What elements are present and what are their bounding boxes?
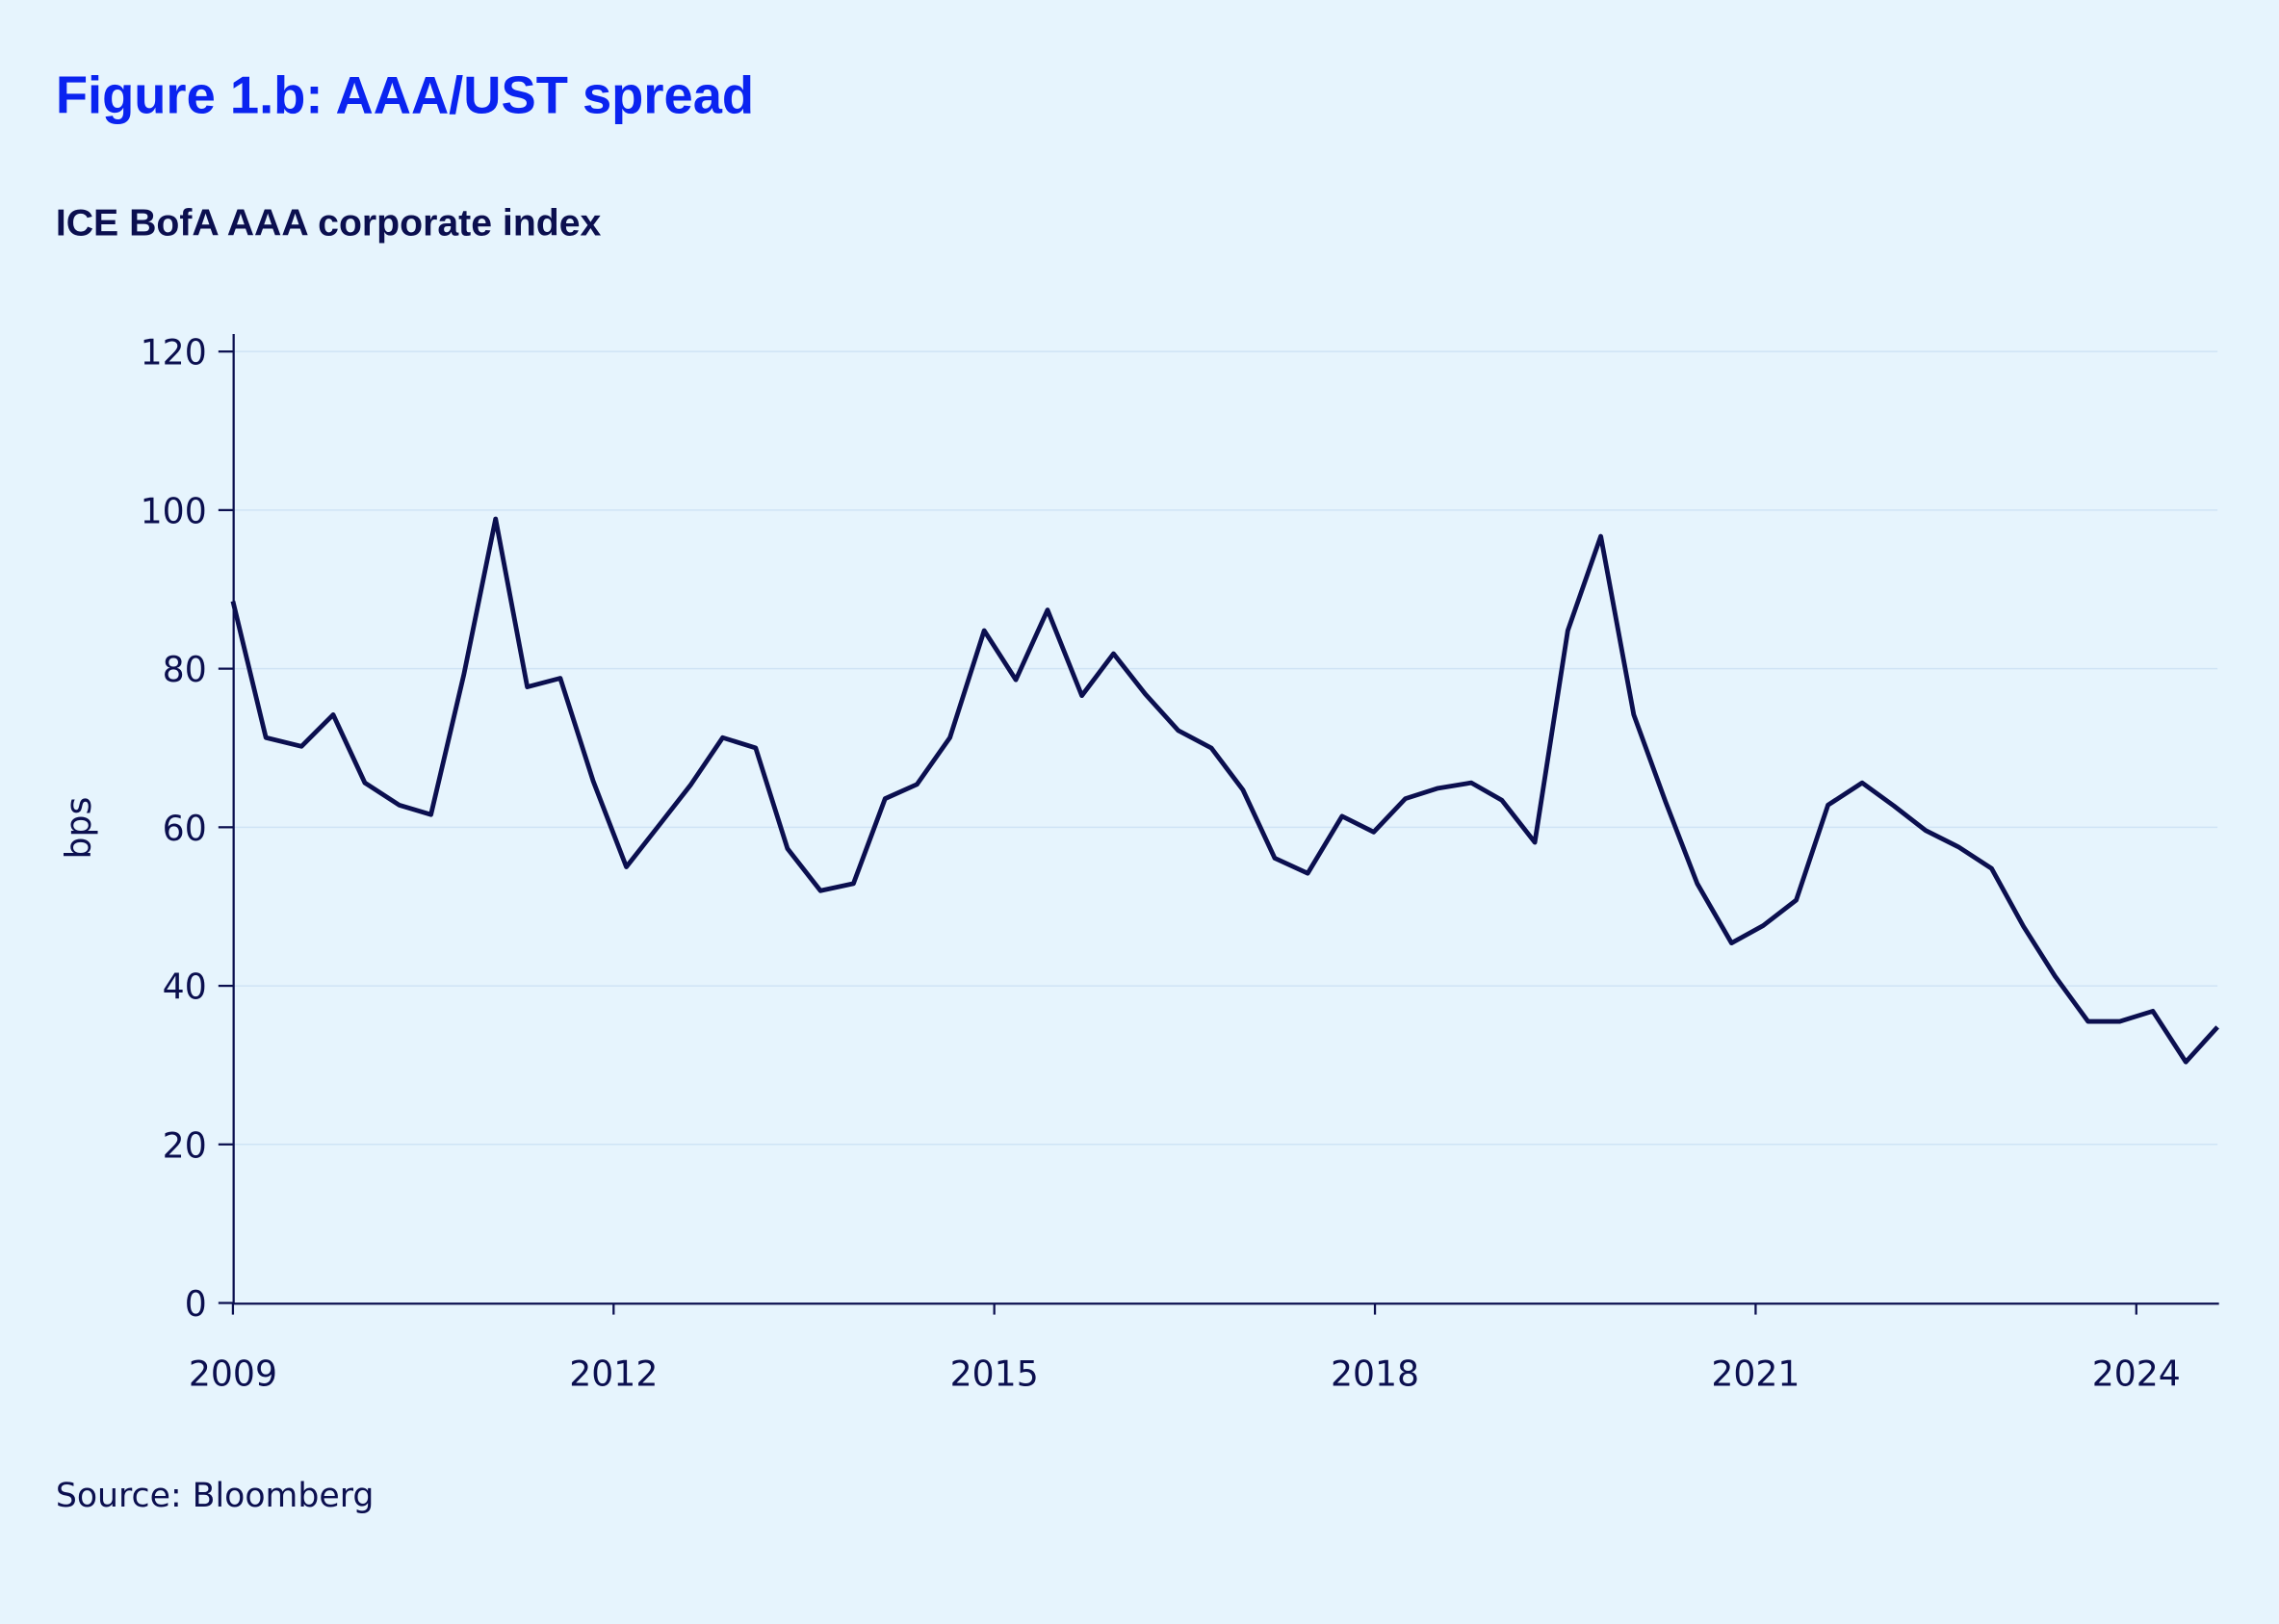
y-tick-label: 0 bbox=[185, 1283, 207, 1325]
y-tick-label: 60 bbox=[163, 808, 207, 849]
gridlines bbox=[232, 350, 2218, 1146]
x-tick-label: 2012 bbox=[569, 1353, 658, 1395]
y-tick-label: 20 bbox=[163, 1124, 207, 1166]
x-tick-label: 2021 bbox=[1711, 1353, 1800, 1395]
y-axis-ticks: 0 20 40 60 80 100 120 bbox=[141, 332, 233, 1325]
x-tick-label: 2009 bbox=[189, 1353, 277, 1395]
x-tick-label: 2024 bbox=[2092, 1353, 2181, 1395]
chart-title: Figure 1.b: AAA/UST spread bbox=[56, 66, 754, 125]
y-tick-label: 80 bbox=[163, 649, 207, 690]
x-tick-label: 2015 bbox=[950, 1353, 1039, 1395]
series-line-aaa-ust-spread bbox=[230, 516, 2219, 1065]
y-tick-label: 100 bbox=[141, 490, 207, 531]
y-tick-label: 120 bbox=[141, 332, 207, 374]
x-axis-ticks: 2009 2012 2015 2018 2021 2024 bbox=[189, 1302, 2181, 1395]
source-note: Source: Bloomberg bbox=[56, 1477, 375, 1515]
y-axis-label: bps bbox=[58, 797, 99, 860]
chart-subtitle: ICE BofA AAA corporate index bbox=[56, 201, 602, 244]
y-tick-label: 40 bbox=[163, 967, 207, 1008]
x-tick-label: 2018 bbox=[1331, 1353, 1419, 1395]
